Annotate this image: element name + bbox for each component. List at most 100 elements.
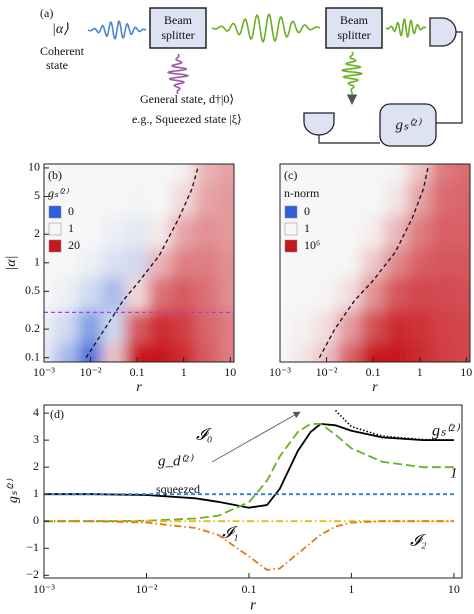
wave	[211, 13, 321, 43]
heat-cell	[337, 248, 362, 278]
y-tick-label: 0.2	[25, 321, 40, 335]
panel-label: (c)	[284, 168, 297, 182]
x-tick-label: 10⁻³	[33, 365, 55, 379]
heat-cell	[454, 277, 470, 311]
wave-packets	[87, 13, 427, 95]
squeezed-state: e.g., Squeezed state |ξ⟩	[132, 112, 242, 126]
series-line	[44, 423, 454, 523]
heat-cell	[337, 277, 362, 311]
heat-cell	[384, 310, 409, 344]
y-tick-label: 1	[33, 486, 39, 500]
x-axis-label: r	[136, 380, 142, 395]
splitter-label: Beam	[164, 13, 193, 27]
series-label: 𝓘₀	[196, 427, 212, 444]
heat-cell	[384, 182, 409, 216]
input-caption: Coherent	[40, 44, 85, 58]
series-label: gₛ⁽²⁾	[432, 423, 461, 440]
heat-cell	[44, 164, 56, 183]
heat-cell	[314, 343, 339, 362]
heat-cell	[101, 310, 126, 344]
heat-cell	[314, 277, 339, 311]
heat-cell	[407, 182, 432, 216]
legend-label: 10⁶	[304, 238, 320, 252]
heat-cell	[218, 277, 234, 311]
heat-cell	[171, 248, 196, 278]
heat-cell	[78, 310, 103, 344]
heat-cell	[194, 164, 219, 183]
wave	[385, 17, 427, 39]
heat-cell	[337, 164, 362, 183]
heat-cell	[55, 164, 79, 183]
heat-cell	[55, 310, 79, 344]
heat-cell	[124, 215, 149, 250]
heat-cell	[78, 182, 103, 216]
heat-cell	[124, 248, 149, 278]
heat-cell	[194, 343, 219, 362]
x-tick-label: 1	[417, 365, 423, 379]
heat-cell	[78, 215, 103, 250]
heat-cell	[44, 310, 56, 344]
series-label: 1	[450, 465, 458, 481]
wave	[340, 51, 364, 93]
x-tick-label: 1	[348, 582, 354, 596]
heat-cell	[124, 343, 149, 362]
heat-cell	[314, 182, 339, 216]
correlator-label: gₛ⁽²⁾	[396, 117, 422, 133]
heat-cell	[55, 248, 79, 278]
heat-cell	[291, 164, 315, 183]
heat-cell	[171, 215, 196, 250]
y-tick-label: 4	[33, 405, 39, 419]
heat-cell	[314, 248, 339, 278]
heat-cell	[360, 215, 385, 250]
heat-cell	[280, 310, 292, 344]
plot-frame	[43, 404, 463, 579]
heat-cell	[218, 164, 234, 183]
plot-area	[44, 409, 454, 571]
heat-cell	[101, 182, 126, 216]
heat-cell	[360, 343, 385, 362]
heat-cell	[124, 310, 149, 344]
x-tick-label: 10	[448, 582, 460, 596]
heat-cell	[407, 215, 432, 250]
heat-cell	[337, 182, 362, 216]
legend-swatch	[48, 222, 62, 236]
heat-cell	[337, 215, 362, 250]
x-tick-label: 0.1	[366, 365, 381, 379]
heat-cell	[280, 277, 292, 311]
y-tick-label: 5	[34, 188, 40, 202]
heat-cell	[171, 182, 196, 216]
heat-cell	[218, 248, 234, 278]
heat-cell	[44, 182, 56, 216]
heat-cell	[148, 215, 173, 250]
heat-cell	[384, 248, 409, 278]
y-tick-label: −1	[26, 540, 39, 554]
heat-cell	[218, 182, 234, 216]
x-tick-label: 10⁻²	[136, 582, 158, 596]
heat-cell	[78, 164, 103, 183]
heat-cell	[430, 248, 455, 278]
heat-cell	[337, 310, 362, 344]
series-line	[44, 520, 454, 571]
heat-cell	[360, 164, 385, 183]
heat-cell	[55, 277, 79, 311]
heat-cell	[384, 277, 409, 311]
heat-cell	[280, 248, 292, 278]
heat-cell	[314, 215, 339, 250]
legend-title: gₛ⁽²⁾	[48, 186, 69, 200]
input-caption: state	[46, 58, 68, 72]
splitter-label: Beam	[340, 13, 369, 27]
heat-cell	[101, 343, 126, 362]
x-tick-label: 10	[224, 365, 236, 379]
heat-cell	[384, 343, 409, 362]
annotation: squeezed	[156, 482, 200, 496]
legend-label: 20	[68, 238, 80, 252]
detector	[303, 112, 335, 136]
heat-cell	[360, 248, 385, 278]
heat-cell	[314, 310, 339, 344]
legend-swatch	[48, 205, 62, 219]
heat-cell	[291, 343, 315, 362]
x-axis-label: r	[372, 380, 378, 395]
heat-cell	[454, 310, 470, 344]
